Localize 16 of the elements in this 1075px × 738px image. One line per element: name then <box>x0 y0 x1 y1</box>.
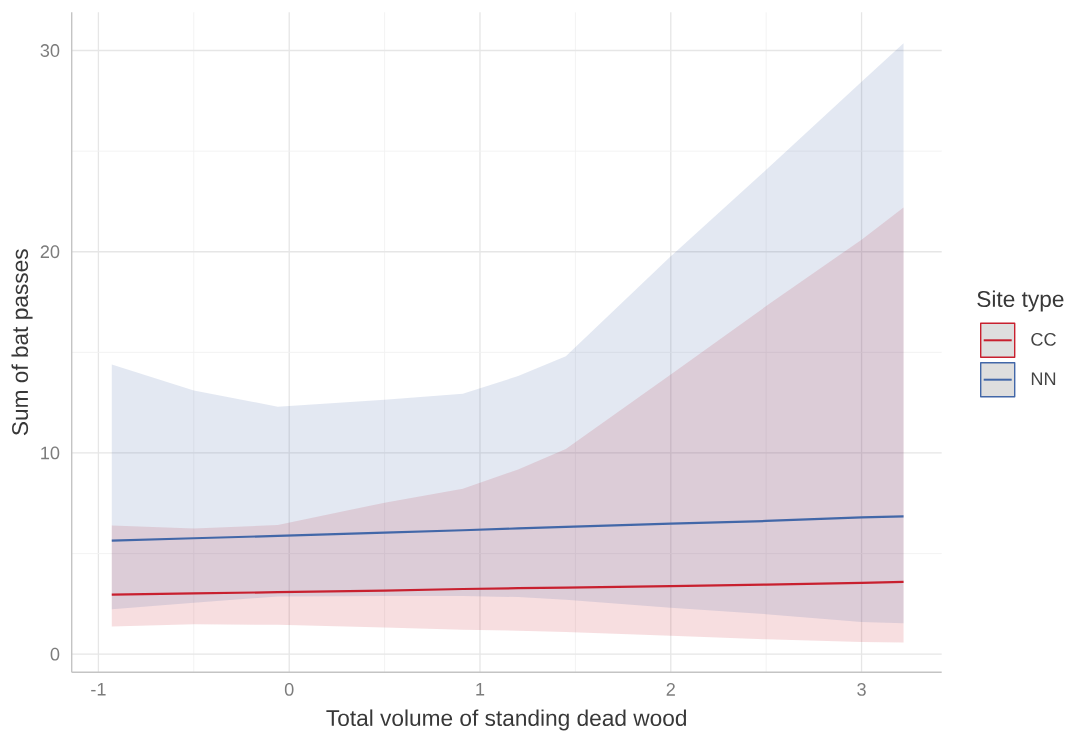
x-tick-label: 3 <box>857 683 866 696</box>
legend-title: Site type <box>977 290 1064 312</box>
line-series <box>110 515 905 542</box>
x-tick-label: 0 <box>284 683 294 696</box>
x-axis-title: Total volume of standing dead wood <box>326 709 686 731</box>
y-axis-title: Sum of bat passes <box>11 249 33 436</box>
y-tick-label: 10 <box>41 446 60 460</box>
y-tick-label: 30 <box>40 44 60 57</box>
y-tick-label: 20 <box>40 245 60 259</box>
x-tick-label: 1 <box>476 683 485 696</box>
legend-label: CC <box>1031 332 1056 346</box>
y-tick-label: 0 <box>50 647 60 661</box>
legend-label: NN <box>1031 372 1056 385</box>
x-tick-label: -1 <box>91 683 106 696</box>
x-tick-label: 2 <box>666 683 675 696</box>
line-series <box>110 580 905 596</box>
